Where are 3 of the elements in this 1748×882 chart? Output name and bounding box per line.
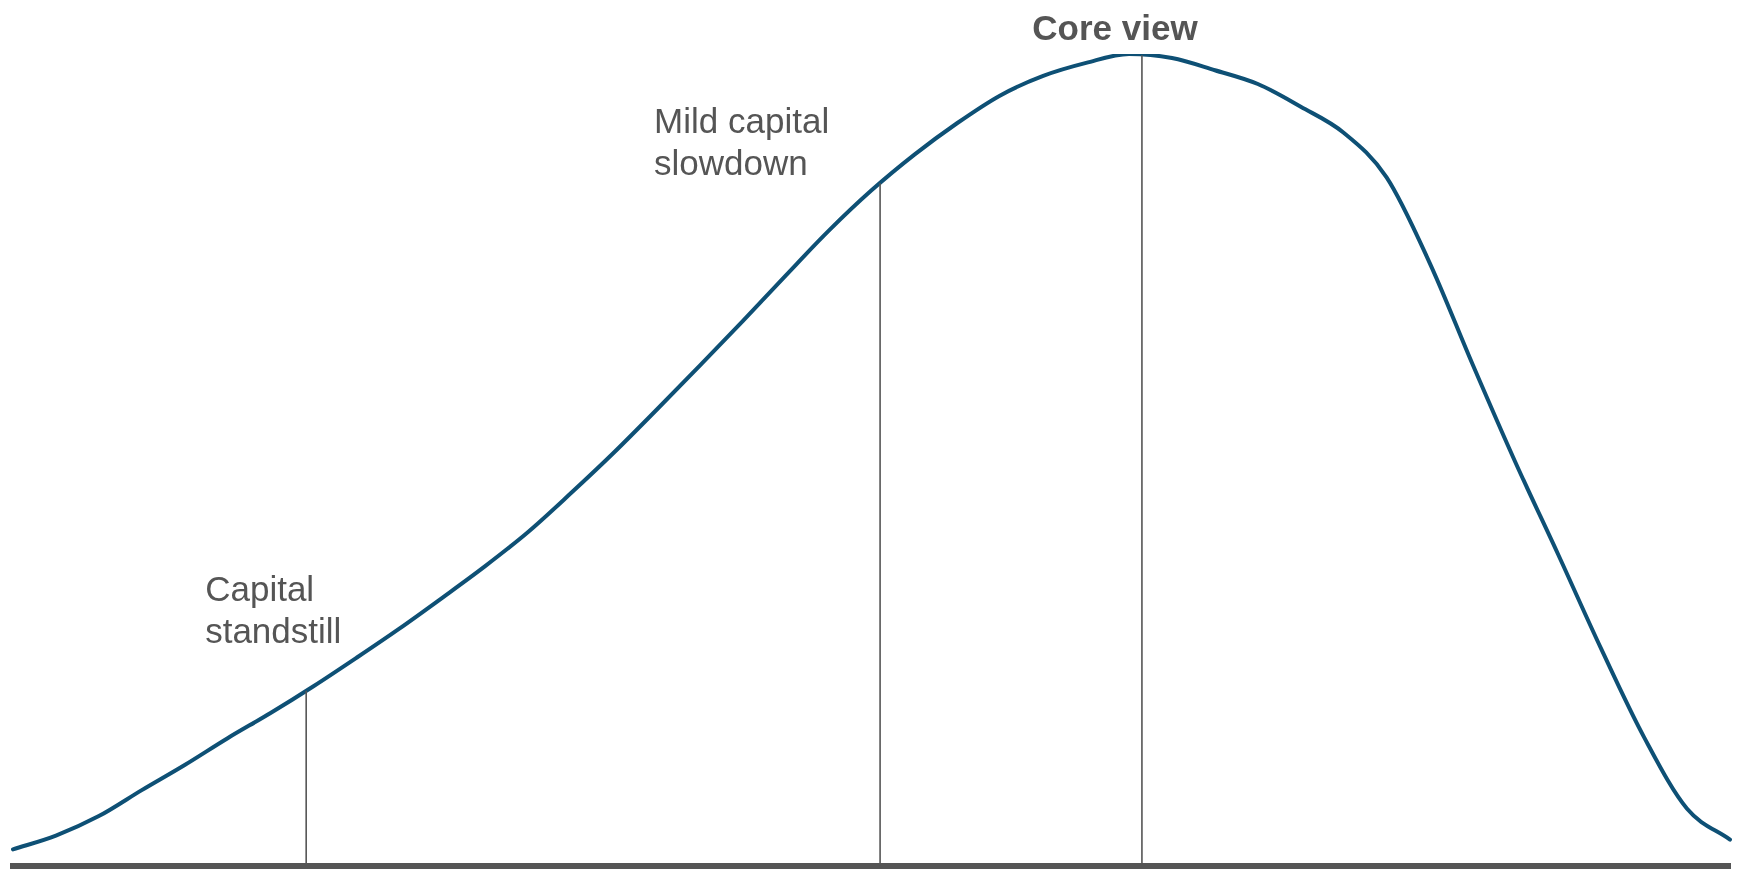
text: Core view	[1032, 8, 1199, 48]
annotation: Capital standstill	[205, 568, 342, 650]
annotation: Mild capital slowdown	[654, 101, 830, 183]
